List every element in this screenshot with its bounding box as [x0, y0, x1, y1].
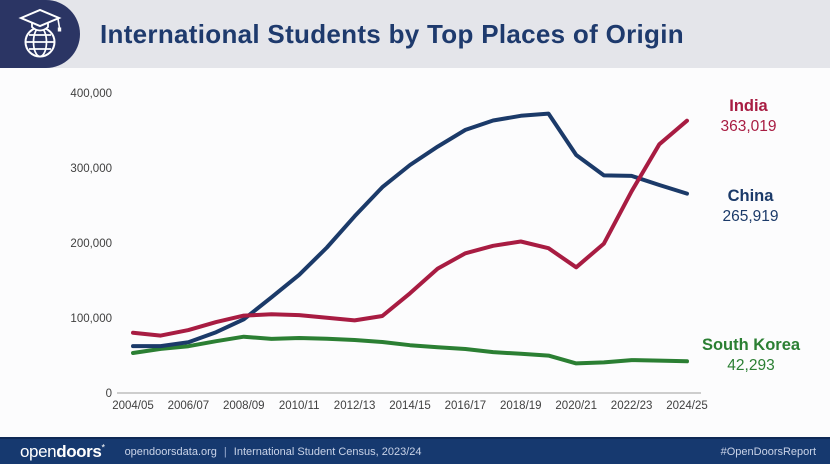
- footer-hashtag: #OpenDoorsReport: [720, 445, 816, 458]
- series-name: India: [729, 97, 768, 115]
- chart-area: 0 100,000 200,000 300,000 400,000 2004/05 2006…: [0, 68, 830, 437]
- series-label-china: China 265,919: [703, 186, 798, 228]
- series-value: 42,293: [727, 357, 775, 375]
- x-tick-label: 2010/11: [279, 400, 320, 412]
- x-tick-label: 2014/15: [389, 400, 431, 412]
- series-label-south-korea: South Korea 42,293: [679, 335, 823, 377]
- footer-source: opendoorsdata.org | International Student …: [125, 446, 422, 458]
- footer-site: opendoorsdata.org: [124, 445, 217, 458]
- opendoors-logo: opendoors*: [20, 442, 105, 462]
- y-tick-label: 0: [106, 388, 112, 400]
- series-line-india: [131, 118, 689, 338]
- logo-text-bold: doors: [56, 441, 102, 461]
- x-tick-label: 2008/09: [223, 400, 265, 412]
- series-label-india: India 363,019: [701, 96, 796, 138]
- line-chart: 0 100,000 200,000 300,000 400,000 2004/05 2006…: [70, 88, 708, 412]
- page-title: International Students by Top Places of …: [100, 18, 684, 49]
- series-name: South Korea: [701, 336, 801, 354]
- y-tick-label: 300,000: [70, 163, 112, 175]
- series-line-china: [131, 111, 689, 349]
- footer-bar: opendoors* opendoorsdata.org | Internation…: [0, 437, 830, 464]
- x-tick-label: 2018/19: [500, 400, 542, 412]
- x-tick-label: 2006/07: [168, 400, 210, 412]
- x-tick-label: 2022/23: [611, 400, 653, 412]
- series-value: 363,019: [720, 118, 777, 136]
- y-tick-label: 200,000: [70, 238, 112, 250]
- series-name: China: [727, 187, 774, 205]
- x-tick-label: 2012/13: [334, 400, 376, 412]
- x-tick-label: 2024/25: [666, 400, 708, 412]
- footer-divider: |: [223, 445, 227, 458]
- logo-mark: *: [101, 441, 105, 452]
- x-tick-label: 2020/21: [555, 400, 597, 412]
- series-value: 265,919: [722, 208, 779, 226]
- globe-graduation-cap-icon: [18, 8, 62, 58]
- series-line-south-korea: [131, 334, 689, 366]
- logo-text-light: open: [20, 441, 57, 461]
- header-band: International Students by Top Places of …: [0, 0, 830, 68]
- logo-badge: [0, 0, 80, 68]
- y-tick-label: 100,000: [70, 313, 112, 325]
- x-tick-label: 2016/17: [445, 400, 487, 412]
- y-tick-label: 400,000: [70, 88, 112, 100]
- x-tick-label: 2004/05: [112, 400, 154, 412]
- footer-census: International Student Census, 2023/24: [233, 445, 422, 458]
